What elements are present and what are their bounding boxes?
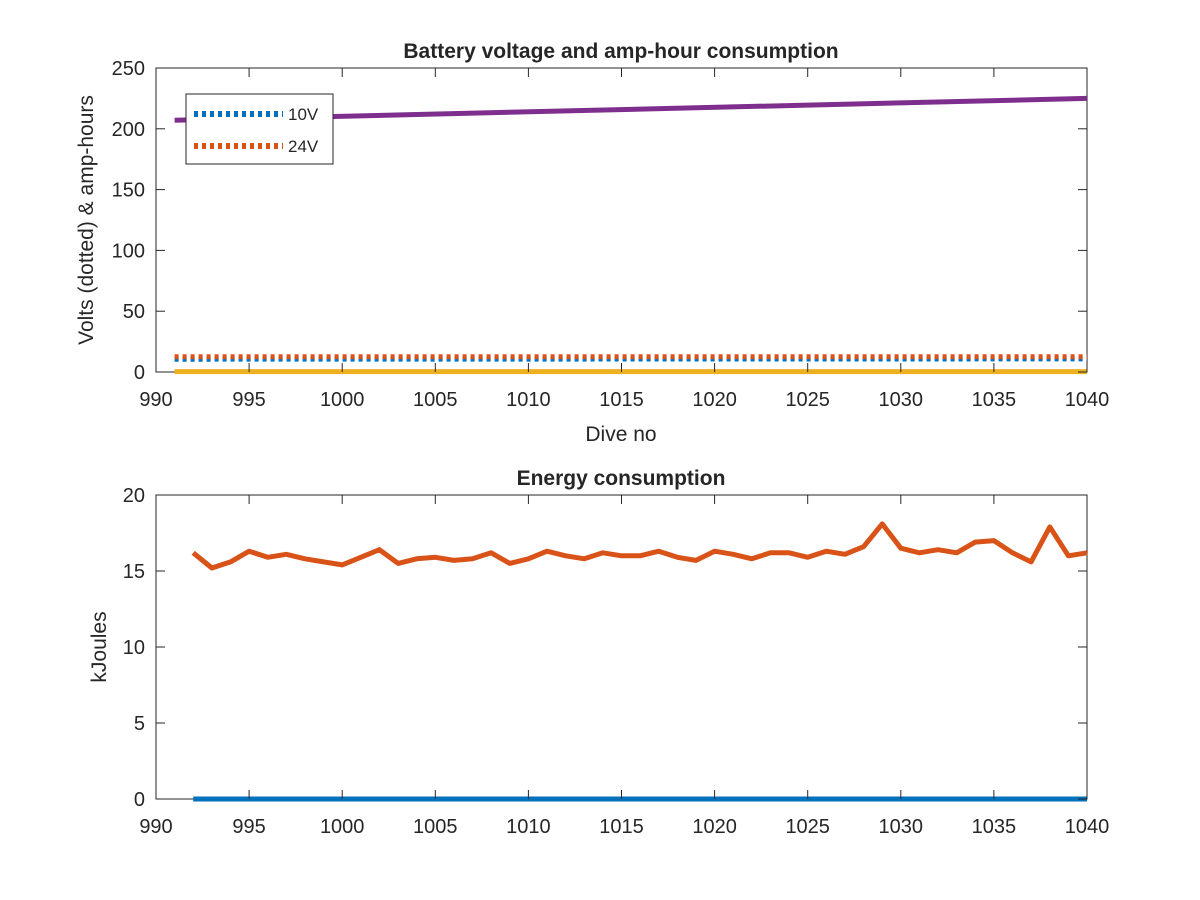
energy-xtick-label: 990 — [139, 816, 172, 838]
legend: 10V 24V — [185, 93, 334, 165]
energy-xtick-label: 1010 — [506, 816, 551, 838]
voltage-amphour-ytick-label: 250 — [112, 58, 145, 80]
voltage-amphour-ytick-label: 50 — [123, 301, 145, 323]
voltage-amphour-title: Battery voltage and amp-hour consumption — [403, 40, 838, 63]
voltage-amphour-xtick-label: 1005 — [413, 389, 458, 411]
energy-xtick-label: 1005 — [413, 816, 458, 838]
energy-xtick-label: 1020 — [692, 816, 737, 838]
energy-xtick-label: 1000 — [320, 816, 365, 838]
voltage-amphour-xtick-label: 990 — [139, 389, 172, 411]
voltage-amphour-ytick-label: 150 — [112, 180, 145, 202]
energy-xtick-label: 1035 — [972, 816, 1017, 838]
voltage-amphour-xtick-label: 1025 — [785, 389, 830, 411]
voltage-amphour-xtick-label: 1015 — [599, 389, 644, 411]
legend-label-24v: 24V — [288, 137, 319, 156]
energy-ylabel: kJoules — [88, 611, 111, 682]
energy-plot-area — [155, 494, 1088, 800]
energy-ytick-label: 5 — [134, 713, 145, 735]
energy-xtick-label: 995 — [232, 816, 265, 838]
energy-xtick-label: 1040 — [1065, 816, 1110, 838]
legend-label-10v: 10V — [288, 105, 319, 124]
voltage-amphour-xlabel: Dive no — [585, 423, 656, 446]
voltage-amphour-ylabel: Volts (dotted) & amp-hours — [75, 95, 98, 345]
energy-ticks: 990 995 1000 1005 1010 1015 1020 1025 1030 1035 10… — [123, 485, 1110, 838]
energy-xtick-label: 1015 — [599, 816, 644, 838]
voltage-amphour-ytick-label: 0 — [134, 362, 145, 384]
voltage-amphour-xtick-label: 1020 — [692, 389, 737, 411]
energy-title: Energy consumption — [517, 467, 726, 490]
voltage-amphour-xtick-label: 1010 — [506, 389, 551, 411]
energy-series-line-1 — [191, 521, 1088, 571]
energy-ytick-label: 0 — [134, 789, 145, 811]
energy-ytick-label: 10 — [123, 637, 145, 659]
voltage-amphour-xtick-label: 1000 — [320, 389, 365, 411]
energy-xtick-label: 1025 — [785, 816, 830, 838]
voltage-amphour-xtick-label: 995 — [232, 389, 265, 411]
voltage-amphour-ytick-label: 200 — [112, 119, 145, 141]
voltage-amphour-xtick-label: 1040 — [1065, 389, 1110, 411]
voltage-amphour-ytick-label: 100 — [112, 240, 145, 262]
energy-ytick-label: 15 — [123, 561, 145, 583]
energy-xtick-label: 1030 — [879, 816, 924, 838]
energy-axes: Energy consumption 990 995 1000 1005 1010 101… — [88, 467, 1109, 838]
legend-box — [185, 93, 334, 165]
voltage-amphour-xtick-label: 1035 — [972, 389, 1017, 411]
energy-ytick-label: 20 — [123, 485, 145, 507]
voltage-amphour-axes: Battery voltage and amp-hour consumption… — [75, 40, 1109, 446]
voltage-amphour-ticks: 990 995 1000 1005 1010 1015 1020 1025 1030 1035 10… — [112, 58, 1110, 411]
voltage-amphour-xtick-label: 1030 — [879, 389, 924, 411]
